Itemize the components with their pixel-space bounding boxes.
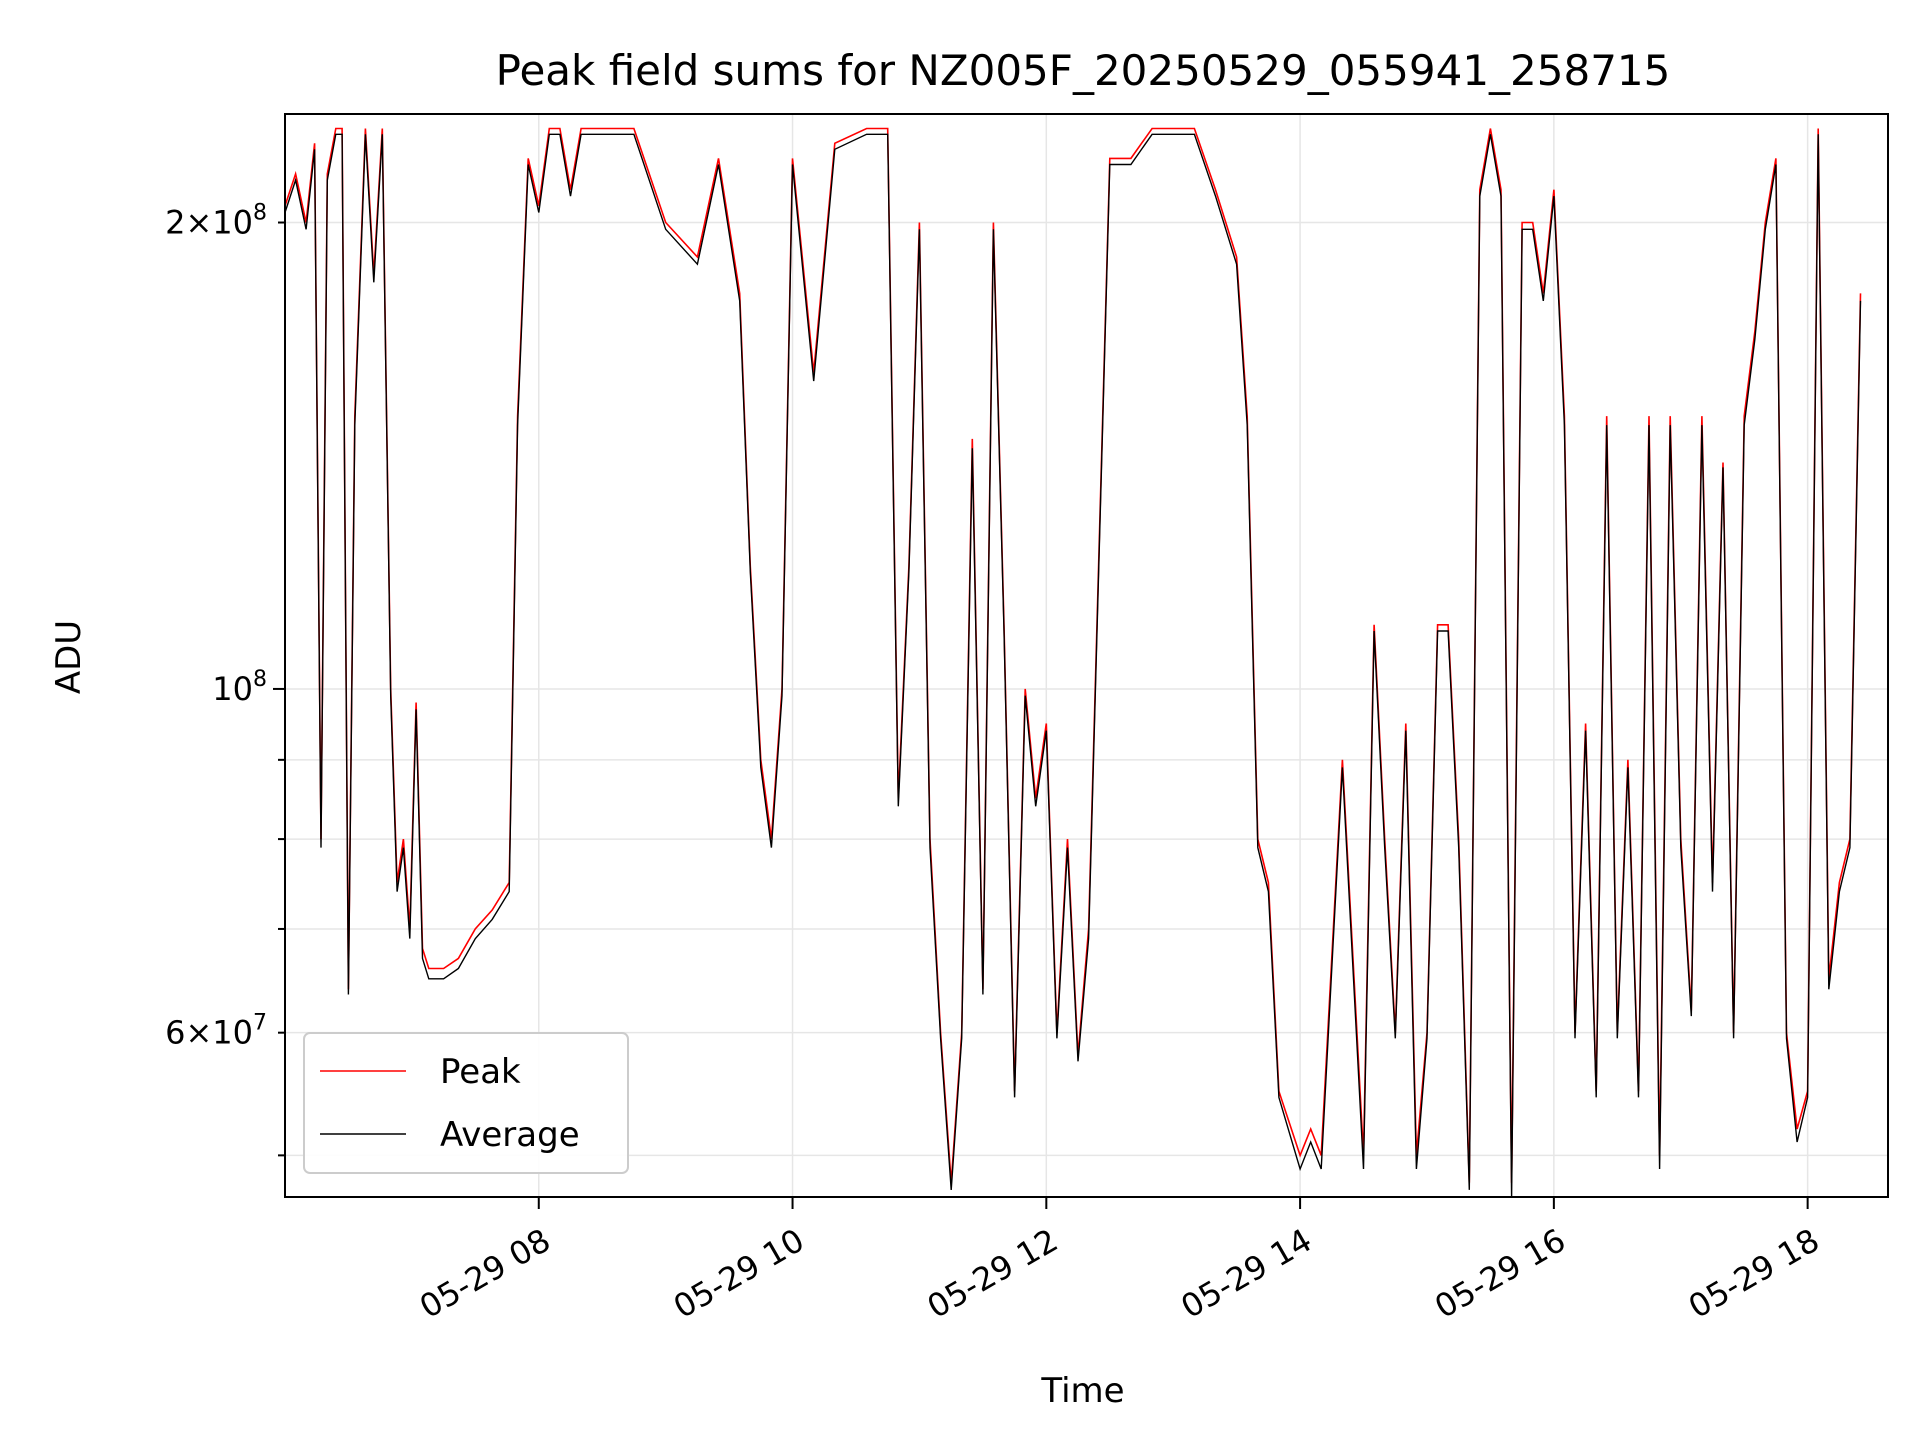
grid — [285, 114, 1888, 1197]
legend-average-label: Average — [440, 1115, 580, 1155]
chart-title: Peak field sums for NZ005F_20250529_0559… — [496, 46, 1671, 95]
plot-lines — [284, 127, 1862, 1198]
y-tick-label: 6×107 — [165, 1011, 267, 1052]
legend-peak-label: Peak — [440, 1052, 521, 1092]
y-axis-title: ADU — [49, 620, 89, 694]
x-axis-title: Time — [1040, 1371, 1124, 1411]
legend: Peak Average — [303, 1032, 629, 1174]
y-tick-label: 108 — [212, 667, 267, 708]
y-tick-label: 2×108 — [165, 201, 267, 242]
y-axis: 108 6×107 2×108 — [165, 201, 285, 1157]
plot-frame — [284, 113, 1889, 1198]
average-line — [284, 133, 1862, 1198]
legend-box — [303, 1032, 629, 1174]
